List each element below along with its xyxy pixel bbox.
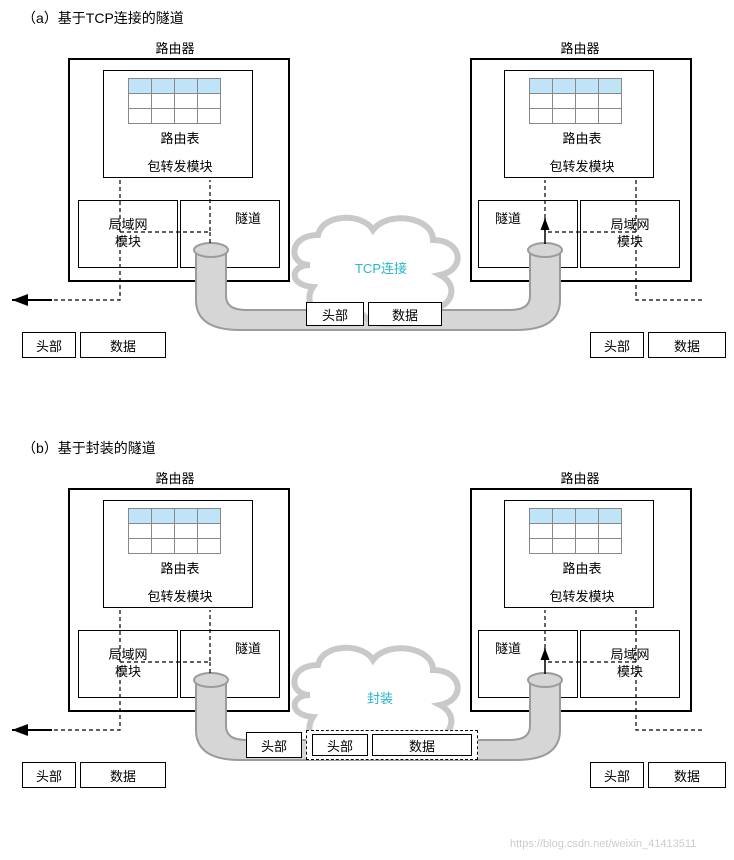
left-routing-table-b [128, 508, 221, 554]
right-router-label-b: 路由器 [550, 468, 610, 487]
pipe-inner-data-b: 数据 [372, 734, 472, 756]
left-routing-table-label-b: 路由表 [150, 558, 210, 577]
right-lan-module-b: 局域网 模块 [580, 630, 680, 698]
left-lan-module-a: 局域网 模块 [78, 200, 178, 268]
right-routing-table-a [529, 78, 622, 124]
right-lan-label-a: 局域网 模块 [610, 217, 649, 251]
cloud-label-a: TCP连接 [346, 258, 416, 277]
right-out-header-a: 头部 [590, 332, 644, 358]
panel-a-title: （a）基于TCP连接的隧道 [22, 8, 184, 28]
right-lan-label-b: 局域网 模块 [610, 647, 649, 681]
left-fwd-label-b: 包转发模块 [130, 586, 230, 605]
left-tunnel-label-b: 隧道 [228, 638, 268, 657]
right-routing-table-b [529, 508, 622, 554]
left-lan-label-b: 局域网 模块 [108, 647, 147, 681]
pipe-inner-header-b: 头部 [312, 734, 368, 756]
right-out-data-b: 数据 [648, 762, 726, 788]
right-lan-module-a: 局域网 模块 [580, 200, 680, 268]
left-router-label-a: 路由器 [145, 38, 205, 57]
right-fwd-label-b: 包转发模块 [532, 586, 632, 605]
pipe-outer-header-b: 头部 [246, 732, 302, 758]
left-lan-module-b: 局域网 模块 [78, 630, 178, 698]
left-out-header-a: 头部 [22, 332, 76, 358]
pipe-header-a: 头部 [306, 302, 364, 326]
left-out-data-b: 数据 [80, 762, 166, 788]
panel-a: （a）基于TCP连接的隧道 路由器 路由器 路由表 包转发模块 路由表 包转发模… [0, 0, 734, 420]
right-router-label-a: 路由器 [550, 38, 610, 57]
left-out-data-a: 数据 [80, 332, 166, 358]
right-fwd-label-a: 包转发模块 [532, 156, 632, 175]
cloud-label-b: 封装 [358, 688, 402, 707]
pipe-data-a: 数据 [368, 302, 442, 326]
right-out-header-b: 头部 [590, 762, 644, 788]
left-tunnel-label-a: 隧道 [228, 208, 268, 227]
right-tunnel-label-a: 隧道 [488, 208, 528, 227]
right-out-data-a: 数据 [648, 332, 726, 358]
right-routing-table-label-a: 路由表 [552, 128, 612, 147]
right-routing-table-label-b: 路由表 [552, 558, 612, 577]
left-router-label-b: 路由器 [145, 468, 205, 487]
left-fwd-label-a: 包转发模块 [130, 156, 230, 175]
left-lan-label-a: 局域网 模块 [108, 217, 147, 251]
left-routing-table-label-a: 路由表 [150, 128, 210, 147]
panel-b: （b）基于封装的隧道 路由器 路由器 路由表 包转发模块 路由表 包转发模块 局… [0, 430, 734, 850]
watermark: https://blog.csdn.net/weixin_41413511 [510, 838, 696, 850]
left-routing-table-a [128, 78, 221, 124]
left-out-header-b: 头部 [22, 762, 76, 788]
right-tunnel-label-b: 隧道 [488, 638, 528, 657]
panel-b-title: （b）基于封装的隧道 [22, 438, 156, 458]
